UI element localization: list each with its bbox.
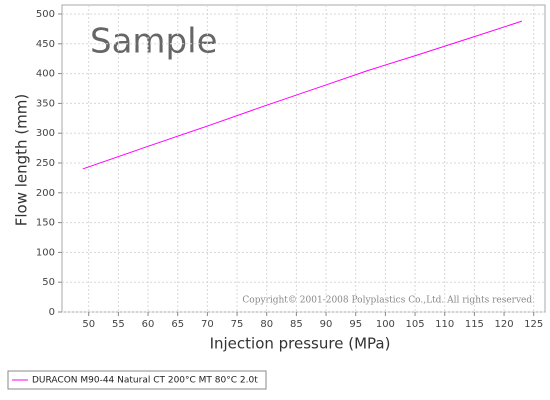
x-tick-label: 50: [82, 319, 95, 330]
y-tick-label: 300: [36, 128, 55, 139]
x-tick-label: 125: [524, 319, 543, 330]
plot-area: [61, 4, 546, 313]
x-tick-label: 70: [201, 319, 214, 330]
x-tick-label: 95: [349, 319, 362, 330]
y-tick-label: 400: [36, 69, 55, 80]
x-tick-label: 120: [495, 319, 514, 330]
x-tick-label: 60: [142, 319, 155, 330]
x-tick-label: 65: [171, 319, 184, 330]
x-tick-label: 100: [376, 319, 395, 330]
data-line: [82, 20, 523, 170]
watermark: Sample: [90, 22, 217, 62]
y-tick-label: 250: [36, 158, 55, 169]
x-tick-label: 105: [406, 319, 425, 330]
x-tick-label: 115: [465, 319, 484, 330]
y-axis-title: Flow length (mm): [13, 94, 31, 227]
x-tick-label: 110: [435, 319, 454, 330]
y-tick-label: 100: [36, 247, 55, 258]
x-axis-title: Injection pressure (MPa): [210, 335, 391, 353]
y-tick-label: 150: [36, 218, 55, 229]
y-tick-label: 450: [36, 39, 55, 50]
legend: [7, 370, 267, 390]
y-tick-label: 500: [36, 9, 55, 20]
x-tick-label: 55: [112, 319, 125, 330]
y-tick-label: 50: [42, 277, 55, 288]
y-tick-label: 200: [36, 188, 55, 199]
legend-label: DURACON M90-44 Natural CT 200°C MT 80°C …: [32, 376, 258, 386]
x-tick-label: 80: [260, 319, 273, 330]
copyright: Copyright© 2001-2008 Polyplastics Co.,Lt…: [242, 296, 535, 306]
y-tick-label: 350: [36, 98, 55, 109]
x-tick-label: 75: [231, 319, 244, 330]
y-tick-label: 0: [49, 307, 55, 318]
x-tick-label: 90: [320, 319, 333, 330]
x-tick-label: 85: [290, 319, 303, 330]
